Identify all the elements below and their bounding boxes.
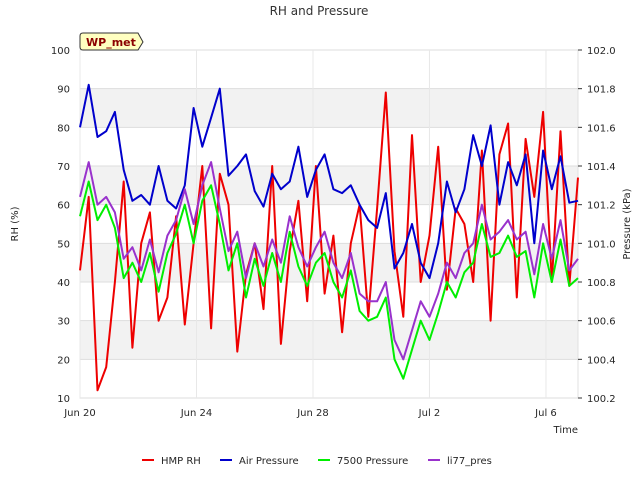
x-tick-label: Jun 24 [180, 408, 213, 419]
series-line-li77-pres [79, 161, 579, 361]
y-tick-label: 70 [57, 162, 70, 173]
y-tick-label: 40 [57, 278, 70, 289]
station-badge: WP_met [79, 32, 144, 51]
y-axis-title: RH (%) [10, 206, 21, 241]
y-tick-label: 90 [57, 85, 70, 96]
series-line-air-pressure [79, 83, 579, 280]
legend-label: HMP RH [161, 456, 201, 467]
series-layer [79, 83, 579, 392]
y2-tick-label: 100.4 [587, 355, 616, 366]
x-tick-label: Jul 6 [534, 408, 557, 419]
right-axis-ticks: 100.2 100.4 100.6 100.8 101.0 101.2 101.4 101.6… [578, 46, 616, 405]
y2-axis-title: Pressure (kPa) [622, 188, 633, 259]
plot-band [80, 127, 578, 166]
y2-tick-label: 100.8 [587, 278, 616, 289]
y-tick-label: 60 [57, 201, 70, 212]
y-tick-label: 50 [57, 239, 70, 250]
x-tick-label: Jul 2 [418, 408, 441, 419]
y2-tick-label: 100.6 [587, 317, 616, 328]
y2-tick-label: 101.0 [587, 239, 616, 250]
y2-tick-label: 101.4 [587, 162, 616, 173]
plot-band [80, 359, 578, 398]
y-tick-label: 80 [57, 123, 70, 134]
grid-lines [79, 49, 578, 399]
y2-tick-label: 102.0 [587, 46, 616, 57]
badge-label: WP_met [86, 36, 136, 49]
legend-label: 7500 Pressure [337, 456, 408, 467]
plot-band [80, 88, 578, 128]
plot-area [79, 49, 579, 399]
y-tick-label: 100 [51, 46, 70, 57]
y-tick-label: 20 [57, 355, 70, 366]
plot-band [80, 50, 578, 89]
left-axis-ticks: 10 20 30 40 50 60 70 80 90 100 [51, 46, 70, 405]
plot-band [80, 204, 578, 244]
legend-label: Air Pressure [239, 456, 299, 467]
y-tick-label: 10 [57, 394, 70, 405]
y2-tick-label: 100.2 [587, 394, 616, 405]
y2-tick-label: 101.2 [587, 201, 616, 212]
x-tick-label: Jun 28 [296, 408, 329, 419]
x-axis-ticks: Jun 20 Jun 24 Jun 28 Jul 2 Jul 6 [63, 408, 557, 419]
x-axis-title: Time [553, 425, 578, 436]
chart-title: RH and Pressure [270, 4, 369, 18]
badge-box [79, 32, 144, 51]
y2-tick-label: 101.8 [587, 85, 616, 96]
y2-tick-label: 101.6 [587, 123, 616, 134]
legend-label: li77_pres [447, 456, 492, 467]
legend: HMP RH Air Pressure 7500 Pressure li77_pres [142, 456, 492, 467]
plot-band [80, 282, 578, 321]
plot-bands [79, 49, 579, 399]
plot-band [80, 320, 578, 360]
x-tick-label: Jun 20 [63, 408, 96, 419]
y-tick-label: 30 [57, 317, 70, 328]
series-line-7500-pressure [79, 180, 579, 380]
